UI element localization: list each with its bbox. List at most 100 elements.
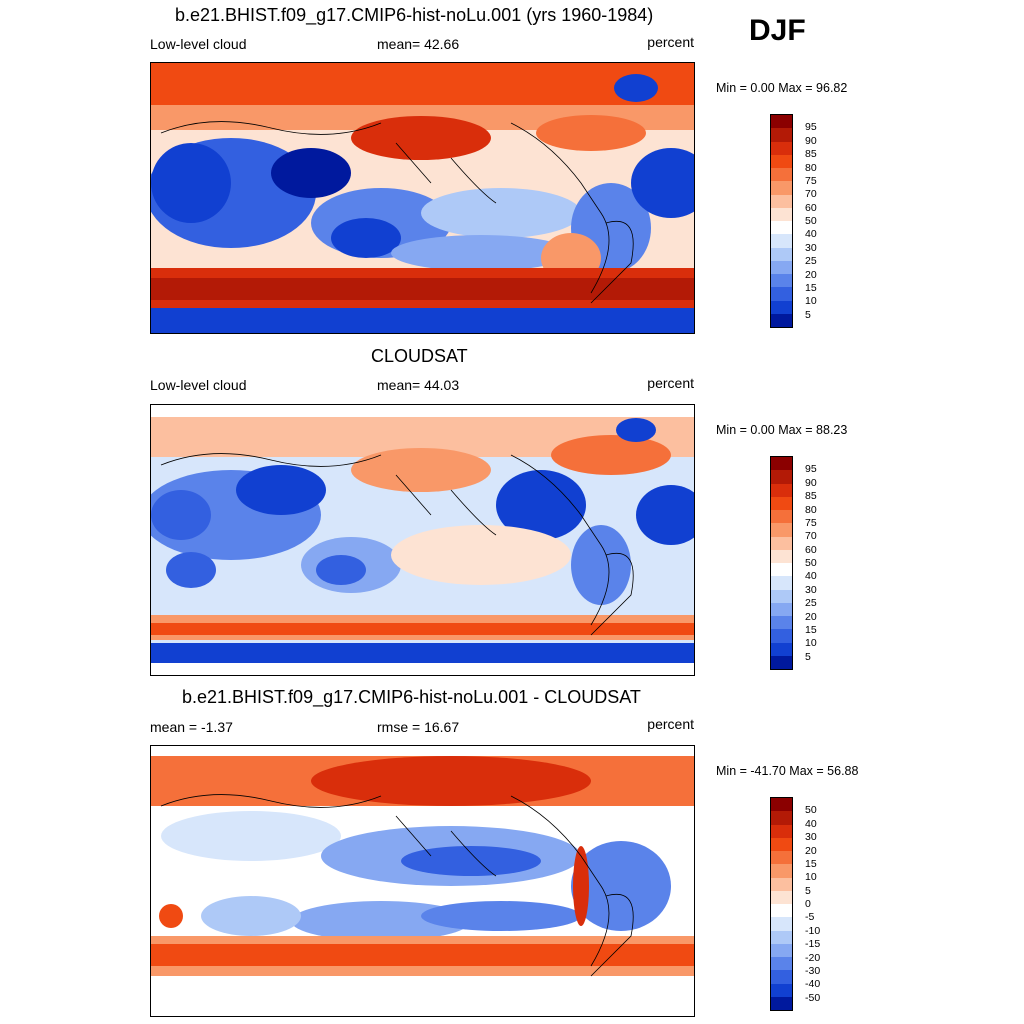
panel3-colorbar-tick-label: -10 [805,924,821,937]
panel2-colorbar-tick-label: 80 [805,503,817,516]
panel2-colorbar-swatch [771,457,792,471]
panel1-colorbar-swatch [771,260,792,274]
panel3-colorbar-tick-label: -40 [805,978,821,991]
panel3-colorbar [770,797,793,1011]
panel1-left-label: Low-level cloud [150,36,247,52]
panel1-colorbar-tick-label: 40 [805,228,817,241]
panel1-colorbar-swatch [771,287,792,301]
panel2-colorbar-tick-label: 95 [805,463,817,476]
panel1-map [150,62,695,334]
panel3-colorbar-tick-label: -20 [805,951,821,964]
panel1-colorbar-tick-label: 85 [805,148,817,161]
panel1-minmax: Min = 0.00 Max = 96.82 [716,81,848,95]
panel3-colorbar-swatch [771,851,792,865]
panel3-minmax: Min = -41.70 Max = 56.88 [716,764,859,778]
panel2-colorbar-swatch [771,589,792,603]
panel1-colorbar-swatch [771,115,792,129]
panel2-colorbar-swatch [771,549,792,563]
panel2-colorbar [770,456,793,670]
panel2-colorbar-tick-label: 50 [805,557,817,569]
panel1-colorbar-tick-label: 10 [805,295,817,308]
panel1-colorbar-tick-label: 20 [805,268,817,281]
panel3-colorbar-swatch [771,970,792,984]
panel2-colorbar-tick-label: 85 [805,490,817,503]
panel2-colorbar-swatch [771,576,792,590]
panel2-colorbar-swatch [771,510,792,524]
panel1-mean-label: mean= 42.66 [377,36,460,52]
panel2-colorbar-swatch [771,536,792,550]
panel2-colorbar-swatch [771,563,792,577]
panel1-colorbar-swatch [771,168,792,182]
panel2-colorbar-tick-label: 40 [805,570,817,583]
panel2-colorbar-swatch [771,523,792,537]
panel2-colorbar-tick-label: 90 [805,476,817,489]
panel3-colorbar-tick-label: 20 [805,844,817,857]
panel2-minmax: Min = 0.00 Max = 88.23 [716,423,848,437]
panel3-colorbar-tick-label: -30 [805,964,821,977]
panel3-units-label: percent [647,716,694,732]
panel3-colorbar-tick-label: -15 [805,938,821,951]
panel3-colorbar-swatch [771,957,792,971]
panel1-colorbar-tick-label: 5 [805,308,811,321]
panel3-colorbar-swatch [771,996,792,1010]
panel2-colorbar-swatch [771,470,792,484]
panel2-colorbar-tick-label: 15 [805,623,817,636]
panel3-colorbar-swatch [771,811,792,825]
panel3-colorbar-swatch [771,904,792,918]
panel2-colorbar-tick-label: 70 [805,530,817,543]
panel1-colorbar-swatch [771,300,792,314]
panel1-colorbar-swatch [771,313,792,327]
panel3-colorbar-swatch [771,983,792,997]
panel2-colorbar-tick-label: 10 [805,637,817,650]
panel2-units-label: percent [647,375,694,391]
panel1-colorbar-tick-label: 25 [805,255,817,268]
panel1-colorbar [770,114,793,328]
panel3-colorbar-swatch [771,890,792,904]
panel3-colorbar-tick-label: 50 [805,804,817,817]
panel2-colorbar-tick-label: 30 [805,583,817,596]
panel2-colorbar-tick-label: 25 [805,597,817,610]
panel3-colorbar-tick-label: 0 [805,898,811,910]
panel1-colorbar-swatch [771,247,792,261]
panel1-colorbar-tick-label: 80 [805,161,817,174]
panel2-colorbar-swatch [771,602,792,616]
panel2-mean-label: mean= 44.03 [377,377,460,393]
panel3-map [150,745,695,1017]
panel1-colorbar-swatch [771,181,792,195]
panel3-title: b.e21.BHIST.f09_g17.CMIP6-hist-noLu.001 … [182,687,641,707]
panel1-colorbar-tick-label: 95 [805,121,817,134]
panel1-colorbar-swatch [771,141,792,155]
panel2-colorbar-swatch [771,496,792,510]
panel3-colorbar-swatch [771,837,792,851]
panel3-mean-label: mean = -1.37 [150,719,233,735]
panel3-colorbar-swatch [771,864,792,878]
panel1-colorbar-tick-label: 70 [805,188,817,201]
panel3-colorbar-swatch [771,943,792,957]
panel2-colorbar-swatch [771,655,792,669]
panel1-colorbar-swatch [771,194,792,208]
panel3-map-field [151,746,694,1016]
panel2-map [150,404,695,676]
panel3-rmse-label: rmse = 16.67 [377,719,460,735]
panel1-colorbar-swatch [771,154,792,168]
panel1-title: b.e21.BHIST.f09_g17.CMIP6-hist-noLu.001 … [175,5,654,25]
panel3-colorbar-swatch [771,917,792,931]
panel1-units-label: percent [647,34,694,50]
panel2-colorbar-swatch [771,642,792,656]
panel2-map-field [151,405,694,675]
panel1-colorbar-tick-label: 50 [805,215,817,227]
panel1-map-field [151,63,694,333]
panel3-colorbar-tick-label: 30 [805,831,817,844]
panel3-colorbar-tick-label: 10 [805,871,817,884]
panel2-title: CLOUDSAT [371,346,468,366]
panel1-colorbar-tick-label: 30 [805,241,817,254]
panel3-colorbar-tick-label: 5 [805,884,811,897]
panel2-colorbar-tick-label: 5 [805,650,811,663]
panel1-colorbar-swatch [771,207,792,221]
panel1-colorbar-swatch [771,234,792,248]
panel3-colorbar-tick-label: 40 [805,817,817,830]
panel2-colorbar-swatch [771,629,792,643]
panel2-colorbar-tick-label: 20 [805,610,817,623]
panel1-colorbar-tick-label: 90 [805,134,817,147]
panel1-colorbar-tick-label: 60 [805,201,817,214]
